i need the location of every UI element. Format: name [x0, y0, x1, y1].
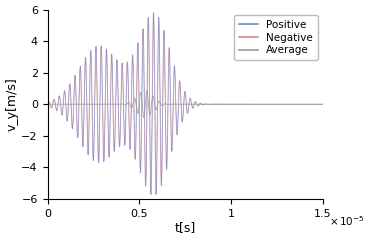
Average [317, 103, 322, 106]
Positive [285, 103, 289, 106]
Legend: Positive, Negative, Average: Positive, Negative, Average [233, 15, 318, 60]
Positive [221, 103, 226, 106]
Average [142, 116, 146, 119]
Negative [321, 103, 325, 106]
Negative [154, 193, 158, 196]
Average [169, 103, 174, 106]
Average [292, 103, 297, 106]
Average [285, 103, 289, 106]
Positive [317, 103, 322, 106]
Positive [46, 103, 50, 106]
Negative [221, 103, 226, 106]
Negative [151, 12, 155, 14]
Positive [321, 103, 325, 106]
Negative [320, 103, 324, 106]
X-axis label: t[s]: t[s] [175, 222, 196, 234]
Positive [320, 103, 324, 106]
Line: Average: Average [48, 91, 323, 118]
Line: Negative: Negative [48, 13, 323, 195]
Positive [292, 103, 297, 106]
Text: $\times\,10^{-5}$: $\times\,10^{-5}$ [329, 214, 364, 228]
Positive [149, 193, 153, 196]
Average [321, 103, 325, 106]
Line: Positive: Positive [48, 13, 323, 195]
Negative [46, 102, 50, 105]
Average [46, 103, 50, 106]
Negative [169, 149, 174, 152]
Negative [317, 103, 322, 106]
Negative [292, 103, 297, 106]
Positive [169, 141, 174, 144]
Average [320, 103, 324, 106]
Y-axis label: v_y[m/s]: v_y[m/s] [6, 77, 18, 131]
Average [145, 90, 149, 93]
Negative [285, 103, 289, 106]
Positive [151, 12, 156, 14]
Average [221, 103, 226, 106]
